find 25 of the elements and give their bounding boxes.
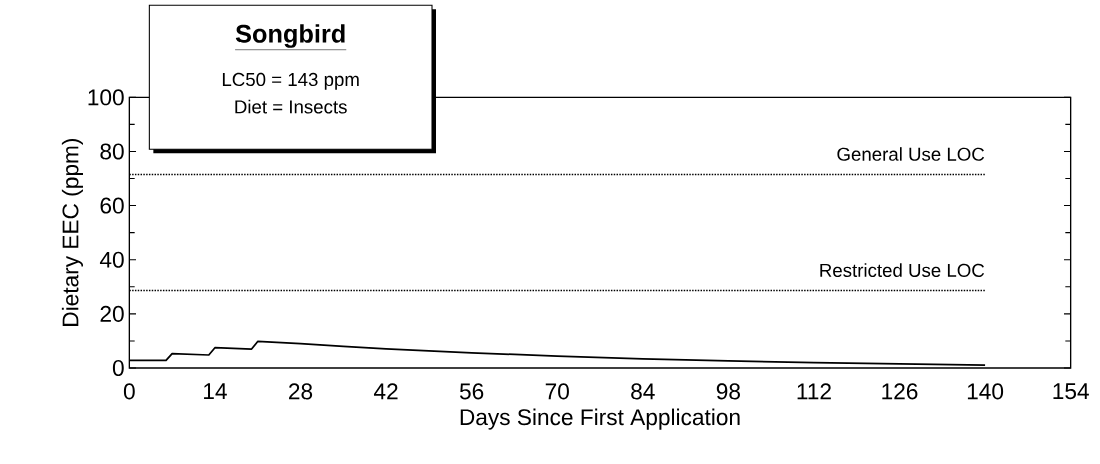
x-tick-label: 84 xyxy=(631,383,655,400)
x-tick-label: 98 xyxy=(716,383,740,400)
annotation: Diet = Insects xyxy=(235,99,347,114)
y-tick-label: 80 xyxy=(100,143,124,160)
x-tick-label: 56 xyxy=(459,383,484,400)
x-tick-label: 28 xyxy=(289,383,313,400)
y-axis-title: Dietary EEC (ppm) xyxy=(61,139,83,326)
x-tick-label: 112 xyxy=(797,383,831,400)
x-tick-label: 42 xyxy=(373,383,398,400)
y-tick-label: 0 xyxy=(112,359,124,377)
x-tick-label: 140 xyxy=(967,383,1004,400)
ref-line-label: General Use LOC xyxy=(837,147,985,161)
x-axis-title: Days Since First Application xyxy=(460,408,740,430)
y-tick-label: 40 xyxy=(99,251,124,268)
chart-title: Songbird xyxy=(235,24,345,48)
x-tick-label: 154 xyxy=(1053,383,1089,400)
y-tick-label: 60 xyxy=(100,197,124,214)
y-tick-label: 100 xyxy=(88,89,124,106)
x-tick-label: 0 xyxy=(123,383,135,400)
ref-line-label: Restricted Use LOC xyxy=(820,263,985,277)
x-tick-label: 14 xyxy=(204,383,227,399)
y-tick-label: 20 xyxy=(100,305,124,322)
x-tick-label: 70 xyxy=(545,383,569,400)
x-tick-label: 126 xyxy=(882,383,918,400)
text: LC50 = 143 ppm xyxy=(222,72,359,90)
